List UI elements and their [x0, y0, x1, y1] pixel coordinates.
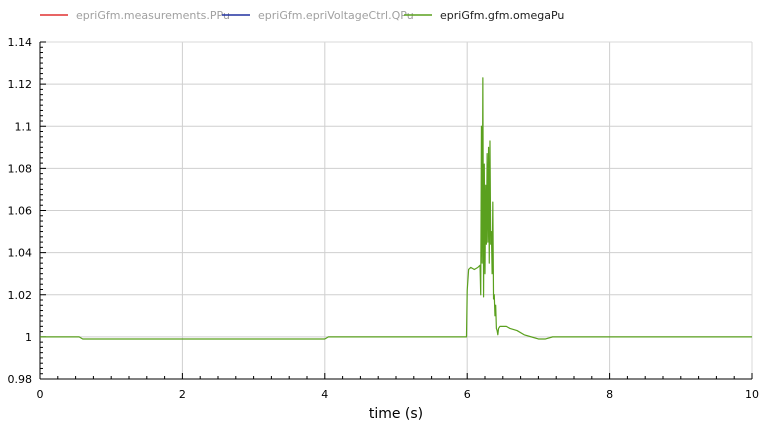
y-tick-label: 1.04 — [8, 247, 33, 260]
x-tick-label: 8 — [606, 388, 613, 401]
x-tick-label: 2 — [179, 388, 186, 401]
grid — [40, 42, 752, 379]
series-layer — [40, 77, 752, 340]
x-tick-label: 4 — [321, 388, 328, 401]
y-tick-label: 1.06 — [8, 205, 33, 218]
y-tick-label: 1.12 — [8, 78, 33, 91]
legend: epriGfm.measurements.PPu epriGfm.epriVolt… — [40, 9, 564, 22]
y-tick-label: 0.98 — [8, 373, 33, 386]
x-tick-label: 0 — [37, 388, 44, 401]
y-tick-label: 1.08 — [8, 162, 33, 175]
y-tick-label: 1.14 — [8, 36, 33, 49]
x-tick-label: 6 — [464, 388, 471, 401]
x-tick-label: 10 — [745, 388, 759, 401]
y-tick-label: 1.1 — [15, 120, 33, 133]
legend-label: epriGfm.gfm.omegaPu — [440, 9, 564, 22]
x-axis-label: time (s) — [369, 406, 423, 422]
legend-label: epriGfm.measurements.PPu — [76, 9, 230, 22]
y-tick-label: 1 — [25, 331, 32, 344]
series-line-omegaPu — [40, 77, 752, 340]
legend-label: epriGfm.epriVoltageCtrl.QPu — [258, 9, 414, 22]
axes: 0.98 1 1.02 1.04 1.06 1.08 1.1 1.12 1.14 0 2 4 6 8 10 — [8, 36, 760, 401]
y-tick-label: 1.02 — [8, 289, 33, 302]
